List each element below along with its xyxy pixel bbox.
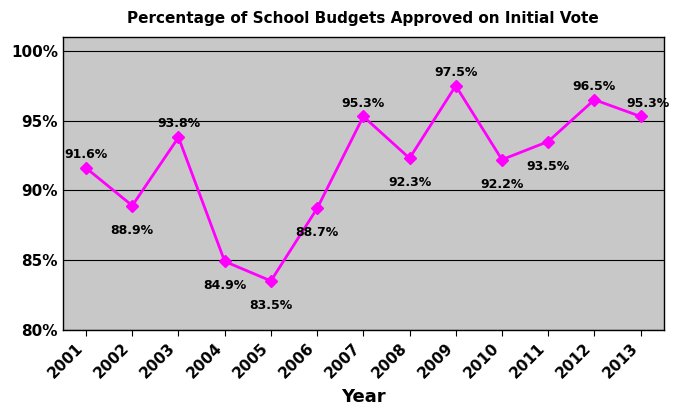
Text: 95.3%: 95.3% (626, 96, 669, 110)
Text: 97.5%: 97.5% (434, 66, 477, 79)
Text: 84.9%: 84.9% (203, 279, 247, 292)
X-axis label: Year: Year (341, 388, 386, 406)
Text: 91.6%: 91.6% (64, 148, 108, 161)
Text: 95.3%: 95.3% (342, 96, 385, 110)
Title: Percentage of School Budgets Approved on Initial Vote: Percentage of School Budgets Approved on… (128, 11, 599, 26)
Text: 88.9%: 88.9% (111, 224, 154, 237)
Text: 92.3%: 92.3% (388, 176, 431, 189)
Text: 96.5%: 96.5% (573, 80, 616, 93)
Text: 83.5%: 83.5% (249, 299, 292, 312)
Text: 92.2%: 92.2% (480, 178, 524, 191)
Text: 93.5%: 93.5% (527, 160, 570, 173)
Text: 93.8%: 93.8% (157, 118, 200, 131)
Text: 88.7%: 88.7% (296, 226, 339, 239)
